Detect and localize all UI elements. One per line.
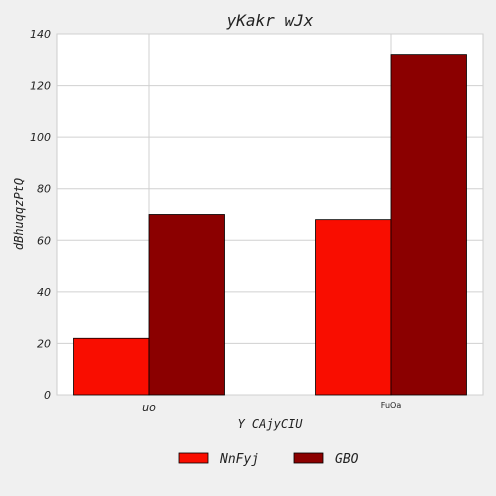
legend: NnFyj GBO	[178, 452, 359, 467]
legend-label: GBO	[335, 452, 359, 467]
bars	[73, 54, 467, 396]
y-tick-label: 80	[37, 183, 51, 196]
x-axis-label: Y CAjyCIU	[237, 417, 303, 431]
y-ticks: 0 20 40 60 80 100 120 140	[30, 28, 51, 402]
legend-swatch	[178, 452, 209, 464]
y-axis-label: dBhuqqzPtQ	[12, 178, 26, 250]
bar-GBO-FuOa	[390, 54, 467, 396]
bar-NnFyj-uo	[73, 337, 150, 396]
x-tick-label: uo	[142, 401, 156, 414]
y-tick-label: 0	[44, 389, 51, 402]
y-tick-label: 60	[37, 234, 51, 247]
bar-GBO-uo	[148, 214, 225, 396]
bar-NnFyj-FuOa	[315, 219, 392, 396]
x-ticks: uo FuOa	[142, 401, 401, 414]
legend-label: NnFyj	[219, 452, 259, 467]
x-tick-label: FuOa	[381, 401, 402, 410]
y-tick-label: 120	[30, 80, 51, 93]
chart-title: yKakr wJx	[226, 11, 314, 30]
y-tick-label: 40	[37, 286, 51, 299]
y-tick-label: 20	[37, 337, 51, 350]
y-tick-label: 140	[30, 28, 51, 41]
y-tick-label: 100	[30, 131, 51, 144]
legend-swatch	[293, 452, 324, 464]
